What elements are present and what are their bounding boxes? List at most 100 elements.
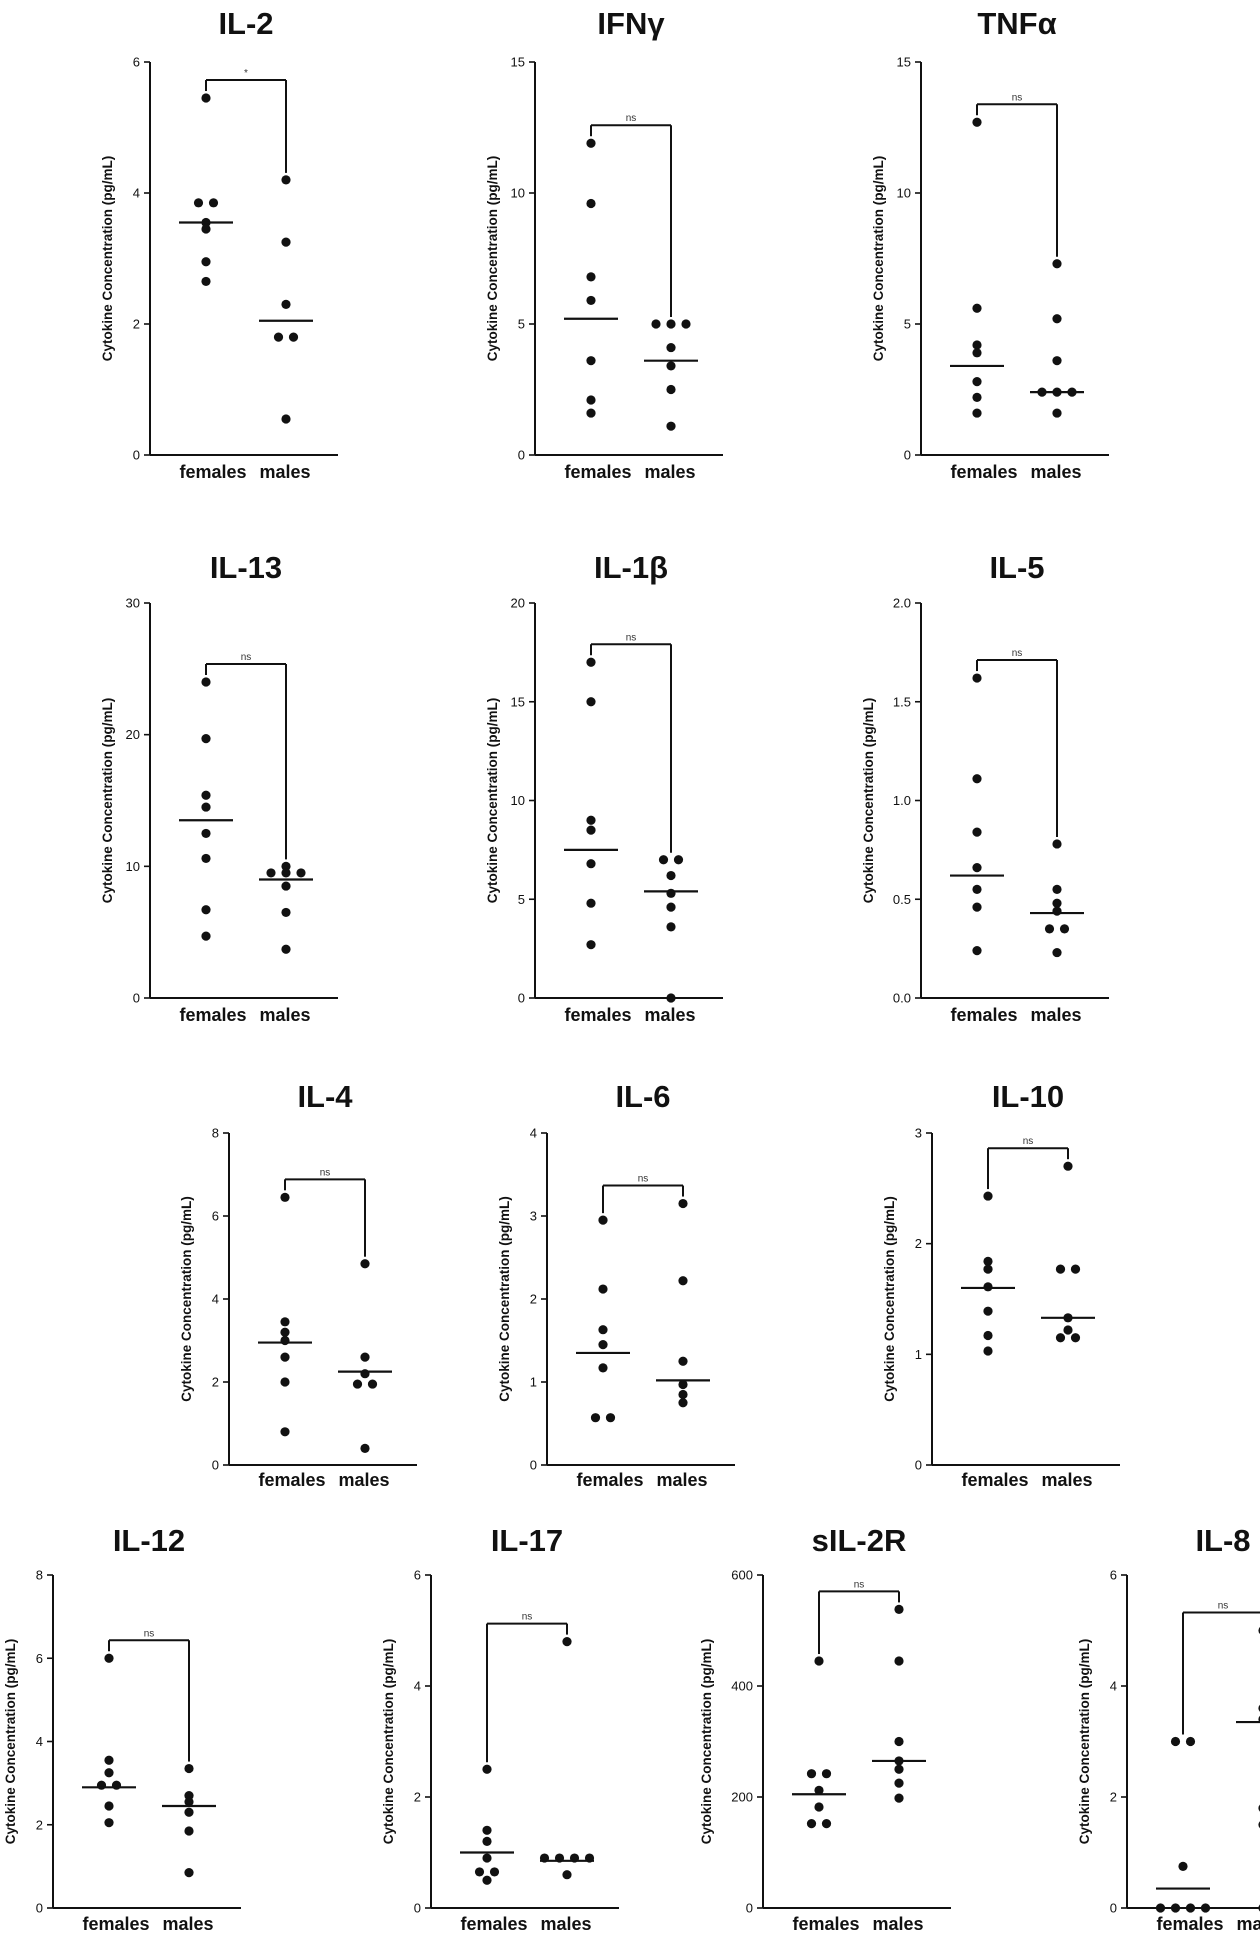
data-point-females xyxy=(96,1780,107,1790)
y-axis-label: Cytokine Concentration (pg/mL) xyxy=(179,1196,194,1402)
significance-label: ns xyxy=(144,1628,155,1639)
data-point-females xyxy=(586,940,596,950)
data-point-males xyxy=(281,861,291,871)
y-tick-label: 0 xyxy=(518,991,525,1006)
data-point-females xyxy=(814,1785,824,1795)
data-point-females xyxy=(482,1825,492,1835)
significance-label: ns xyxy=(1023,1136,1034,1147)
data-point-females xyxy=(972,946,982,956)
y-tick-label: 5 xyxy=(518,317,525,332)
y-tick-label: 0 xyxy=(133,991,140,1006)
data-point-males xyxy=(1063,1161,1073,1171)
data-point-females xyxy=(983,1346,993,1356)
data-point-males xyxy=(1052,314,1062,324)
y-tick-label: 8 xyxy=(36,1568,43,1583)
data-point-females xyxy=(280,1335,290,1346)
data-point-females xyxy=(972,884,982,894)
y-tick-label: 0 xyxy=(746,1901,753,1916)
y-axis-label: Cytokine Concentration (pg/mL) xyxy=(861,698,876,904)
data-point-males xyxy=(666,384,676,395)
data-point-females xyxy=(1170,1903,1181,1913)
data-point-females xyxy=(972,408,982,418)
chart-panel-sil2r: sIL-2R 0 200 400 600 Cytokine Concentration (… xyxy=(699,1523,951,1934)
x-category-label: females xyxy=(950,462,1017,482)
y-tick-label: 200 xyxy=(731,1790,753,1805)
x-category-label: females xyxy=(792,1914,859,1934)
y-tick-label: 6 xyxy=(414,1568,421,1583)
y-tick-label: 1 xyxy=(530,1375,537,1390)
data-point-females xyxy=(598,1340,608,1350)
x-category-label: females xyxy=(950,1005,1017,1025)
data-point-males xyxy=(1070,1264,1081,1274)
significance-label: ns xyxy=(626,113,637,124)
x-category-label: males xyxy=(656,1470,707,1490)
chart-title: sIL-2R xyxy=(812,1523,907,1558)
x-category-label: females xyxy=(564,1005,631,1025)
chart-panel-il13: IL-13 0 10 20 30 Cytokine Concentration (pg/m… xyxy=(100,550,338,1025)
data-point-females xyxy=(983,1256,993,1266)
data-point-females xyxy=(590,1413,601,1423)
data-point-males xyxy=(1063,1325,1073,1335)
data-point-males xyxy=(1055,1333,1066,1343)
data-point-females xyxy=(201,677,211,687)
y-tick-label: 2 xyxy=(133,317,140,332)
x-category-label: females xyxy=(961,1470,1028,1490)
data-point-females xyxy=(586,815,596,825)
data-point-males xyxy=(360,1443,370,1453)
data-point-males xyxy=(678,1398,688,1408)
y-tick-label: 0.0 xyxy=(893,991,911,1006)
data-point-females xyxy=(598,1284,608,1294)
y-axis-label: Cytokine Concentration (pg/mL) xyxy=(100,698,115,904)
y-tick-label: 0 xyxy=(36,1901,43,1916)
x-category-label: females xyxy=(564,462,631,482)
y-axis-label: Cytokine Concentration (pg/mL) xyxy=(381,1639,396,1845)
data-point-females xyxy=(586,697,596,707)
data-point-females xyxy=(482,1853,492,1863)
y-tick-label: 0 xyxy=(212,1458,219,1473)
data-point-females xyxy=(972,863,982,873)
data-point-males xyxy=(1052,884,1062,894)
data-point-females xyxy=(814,1656,824,1666)
significance-label: ns xyxy=(241,652,252,663)
data-point-females xyxy=(972,827,982,837)
data-point-males xyxy=(678,1389,688,1400)
data-point-females xyxy=(972,340,982,350)
significance-label: ns xyxy=(626,632,637,643)
y-tick-label: 0 xyxy=(133,448,140,463)
x-category-label: females xyxy=(460,1914,527,1934)
x-category-label: females xyxy=(258,1470,325,1490)
y-tick-label: 20 xyxy=(126,727,140,742)
chart-title: IL-12 xyxy=(113,1523,185,1558)
x-category-label: females xyxy=(179,462,246,482)
data-point-females xyxy=(482,1764,492,1774)
data-point-females xyxy=(972,902,982,912)
data-point-females xyxy=(972,377,982,387)
data-point-females xyxy=(586,898,596,908)
data-point-males xyxy=(281,907,291,918)
data-point-males xyxy=(666,361,676,371)
x-category-label: males xyxy=(259,462,310,482)
y-tick-label: 8 xyxy=(212,1126,219,1141)
significance-label: ns xyxy=(1012,92,1023,103)
y-tick-label: 5 xyxy=(518,892,525,907)
chart-title: IL-13 xyxy=(210,550,282,585)
data-point-males xyxy=(1052,906,1062,916)
x-category-label: males xyxy=(338,1470,389,1490)
data-point-males xyxy=(266,868,276,878)
y-tick-label: 600 xyxy=(731,1568,753,1583)
y-tick-label: 5 xyxy=(904,317,911,332)
data-point-females xyxy=(586,657,596,667)
chart-panel-il4: IL-4 0 2 4 6 8 Cytokine Concentration (pg/mL) f… xyxy=(179,1079,417,1490)
y-axis-label: Cytokine Concentration (pg/mL) xyxy=(100,156,115,362)
x-category-label: females xyxy=(179,1005,246,1025)
data-point-males xyxy=(894,1793,904,1803)
y-axis-label: Cytokine Concentration (pg/mL) xyxy=(882,1196,897,1402)
data-point-females xyxy=(972,303,982,313)
y-axis-label: Cytokine Concentration (pg/mL) xyxy=(699,1639,714,1845)
y-tick-label: 0 xyxy=(904,448,911,463)
data-point-males xyxy=(360,1352,370,1362)
y-tick-label: 3 xyxy=(530,1209,537,1224)
data-point-females xyxy=(972,673,982,683)
data-point-males xyxy=(894,1604,904,1615)
data-point-males xyxy=(281,175,291,185)
